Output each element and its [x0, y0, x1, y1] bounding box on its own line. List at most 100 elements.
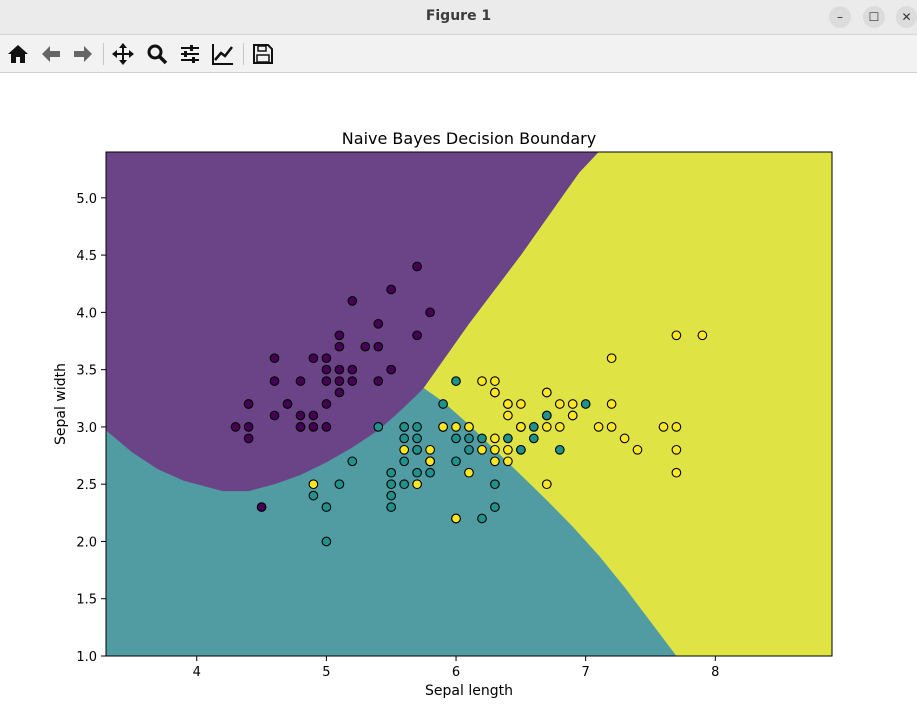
data-point-class1 [386, 490, 397, 501]
data-point-class1 [451, 456, 461, 467]
data-point-class0 [321, 422, 332, 432]
data-point-class2 [451, 422, 461, 432]
zoom-button[interactable] [143, 40, 171, 68]
data-point-class2 [503, 399, 513, 409]
data-point-class2 [451, 513, 461, 524]
data-point-class1 [541, 410, 552, 421]
data-point-class1 [451, 376, 461, 386]
data-point-class1 [386, 479, 397, 490]
data-point-class0 [412, 261, 422, 272]
data-point-class1 [425, 467, 435, 478]
data-point-class2 [606, 422, 617, 432]
data-point-class2 [606, 399, 617, 409]
data-point-class2 [516, 399, 526, 409]
data-point-class1 [490, 479, 500, 490]
data-point-class2 [671, 467, 682, 478]
data-point-class1 [399, 422, 410, 432]
data-point-class0 [334, 341, 345, 352]
data-point-class1 [399, 479, 410, 490]
home-button[interactable] [4, 40, 32, 68]
region-class2 [423, 152, 832, 656]
configure-subplots-icon [181, 45, 199, 63]
y-tick-label: 3.5 [76, 364, 97, 379]
data-point-class0 [256, 502, 267, 512]
data-point-class0 [334, 387, 345, 398]
data-point-class2 [425, 456, 435, 467]
data-point-class1 [412, 467, 422, 478]
data-point-class2 [477, 376, 487, 386]
close-button[interactable]: ✕ [896, 6, 917, 28]
data-point-class2 [399, 444, 410, 455]
data-point-class1 [516, 444, 526, 455]
data-point-class0 [269, 376, 280, 386]
data-point-class0 [412, 330, 422, 341]
data-point-class2 [671, 330, 682, 341]
save-button[interactable] [249, 40, 277, 68]
configure-subplots-button[interactable] [176, 40, 204, 68]
data-point-class0 [373, 341, 384, 352]
data-point-class1 [477, 513, 487, 524]
pan-icon [112, 43, 134, 65]
data-point-class1 [580, 399, 591, 409]
data-point-class0 [295, 410, 306, 421]
x-axis: 4 5 6 7 8 [193, 656, 719, 680]
data-point-class0 [347, 364, 358, 375]
data-point-class1 [451, 433, 461, 444]
window-title: Figure 1 [425, 8, 492, 24]
x-tick-label: 7 [582, 665, 590, 680]
zoom-icon [147, 44, 168, 65]
back-button[interactable] [37, 40, 65, 68]
minimize-button[interactable]: – [829, 6, 851, 28]
data-point-class0 [308, 422, 319, 432]
data-point-class2 [554, 422, 565, 432]
data-point-class2 [464, 467, 474, 478]
data-point-class2 [567, 410, 578, 421]
data-point-class1 [399, 456, 410, 467]
data-point-class0 [269, 353, 280, 364]
axes-frame [105, 151, 833, 657]
data-point-class0 [243, 399, 254, 409]
y-tick-label: 3.0 [76, 421, 97, 436]
y-tick-label: 4.5 [76, 249, 97, 264]
data-point-class0 [373, 318, 384, 329]
toolbar-separator [243, 43, 244, 65]
data-point-class2 [658, 422, 669, 432]
data-point-class0 [230, 422, 241, 432]
data-point-class0 [269, 410, 280, 421]
data-point-class2 [490, 444, 500, 455]
x-tick-label: 6 [452, 665, 460, 680]
data-point-class2 [490, 456, 500, 467]
data-point-class2 [477, 444, 487, 455]
data-point-class0 [386, 364, 397, 375]
data-point-class1 [528, 422, 539, 432]
data-point-class1 [554, 444, 565, 455]
y-tick-label: 2.0 [76, 535, 97, 550]
forward-arrow-icon [74, 46, 92, 62]
data-point-class0 [282, 399, 293, 409]
data-point-class0 [334, 364, 345, 375]
forward-button[interactable] [69, 40, 97, 68]
data-point-class1 [412, 444, 422, 455]
data-point-class1 [386, 467, 397, 478]
data-point-class0 [321, 364, 332, 375]
data-point-class0 [334, 330, 345, 341]
y-tick-label: 5.0 [76, 192, 97, 207]
chart-title: Naive Bayes Decision Boundary [342, 129, 596, 148]
navigation-toolbar [0, 35, 917, 73]
data-point-class2 [632, 444, 643, 455]
data-point-class2 [516, 422, 526, 432]
data-point-class1 [464, 433, 474, 444]
data-point-class2 [490, 376, 500, 386]
data-point-class1 [386, 502, 397, 512]
x-tick-label: 8 [711, 665, 719, 680]
edit-axis-button[interactable] [209, 40, 237, 68]
data-point-class2 [503, 444, 513, 455]
scatter-points [230, 261, 708, 547]
data-point-class1 [347, 456, 358, 467]
maximize-button[interactable]: ☐ [863, 6, 885, 28]
data-point-class0 [334, 376, 345, 386]
data-point-class2 [503, 410, 513, 421]
pan-button[interactable] [109, 40, 137, 68]
data-point-class2 [438, 422, 448, 432]
